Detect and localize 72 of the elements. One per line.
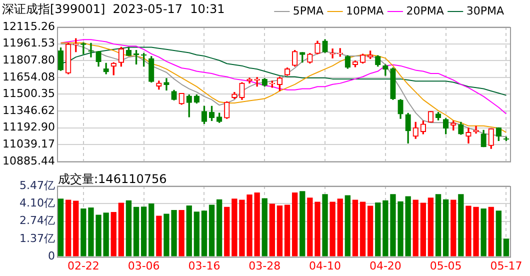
bar	[344, 195, 351, 256]
bar	[65, 200, 72, 256]
bar	[352, 200, 358, 256]
x-tick-label: 03-06	[128, 259, 160, 272]
bar	[488, 206, 494, 256]
bar	[435, 194, 442, 256]
bar	[269, 204, 276, 256]
bar	[156, 216, 162, 256]
bar	[442, 199, 449, 256]
y-tick-label: 11961.53	[2, 36, 55, 50]
bar	[262, 198, 268, 256]
bar	[300, 191, 306, 256]
x-tick-label: 03-16	[188, 259, 220, 272]
bar	[126, 200, 132, 256]
bar	[73, 200, 79, 256]
chart-title: 成交量:146110756	[58, 171, 167, 188]
bar	[140, 206, 147, 256]
bar	[360, 202, 366, 256]
bar	[330, 202, 336, 256]
y-tick-label: 11500.35	[2, 87, 55, 100]
legend-label: 20PMA	[406, 4, 444, 18]
x-tick-label: 04-20	[369, 259, 402, 272]
x-tick-label: 03-28	[248, 259, 281, 272]
y-tick-label: 10885.44	[2, 154, 55, 168]
bar	[428, 198, 434, 256]
candlestick	[88, 42, 94, 58]
x-tick-label: 05-17	[490, 259, 522, 272]
y-tick-label: 12115.26	[2, 20, 55, 33]
bar	[216, 199, 222, 256]
bar	[496, 210, 502, 256]
bar	[208, 204, 215, 256]
y-tick-label: 11346.62	[2, 104, 55, 117]
legend-label: 10PMA	[346, 4, 384, 18]
x-tick-label: 05-05	[430, 259, 462, 272]
x-tick-label: 04-10	[309, 259, 342, 272]
bar	[412, 200, 418, 256]
y-tick-label: 11807.80	[2, 53, 55, 66]
bar	[458, 194, 464, 256]
bar	[337, 198, 343, 256]
bar	[194, 212, 200, 256]
bar	[201, 210, 208, 256]
y-tick-label: 0	[48, 250, 55, 263]
bar	[186, 206, 192, 256]
bar	[420, 202, 426, 256]
legend-label: 5PMA	[292, 4, 324, 18]
bar	[322, 194, 328, 256]
bar	[178, 210, 184, 256]
y-tick-label: 2.74亿	[20, 214, 55, 228]
y-tick-label: 4.10亿	[20, 196, 55, 210]
bar	[375, 202, 381, 256]
chart-title: 深证成指[399001] 2023-05-17 10:31	[2, 1, 225, 18]
y-tick-label: 5.47亿	[20, 178, 55, 192]
bar	[148, 203, 154, 256]
bar	[292, 192, 298, 256]
bar	[133, 206, 140, 256]
bar	[276, 206, 283, 256]
bar	[58, 198, 64, 256]
x-tick-label: 02-22	[67, 259, 100, 272]
bar	[224, 206, 230, 256]
bar	[284, 204, 290, 256]
y-tick-label: 11192.90	[2, 120, 55, 134]
candlestick	[164, 78, 170, 91]
bar	[503, 238, 510, 256]
y-tick-label: 1.37亿	[20, 232, 55, 245]
y-tick-label: 11654.08	[2, 70, 55, 84]
legend-label: 30PMA	[466, 4, 504, 18]
bar	[480, 208, 486, 256]
bar	[367, 206, 374, 256]
bar	[118, 202, 124, 256]
y-tick-label: 11039.17	[2, 137, 55, 150]
bar	[110, 212, 116, 256]
bar	[450, 200, 456, 256]
